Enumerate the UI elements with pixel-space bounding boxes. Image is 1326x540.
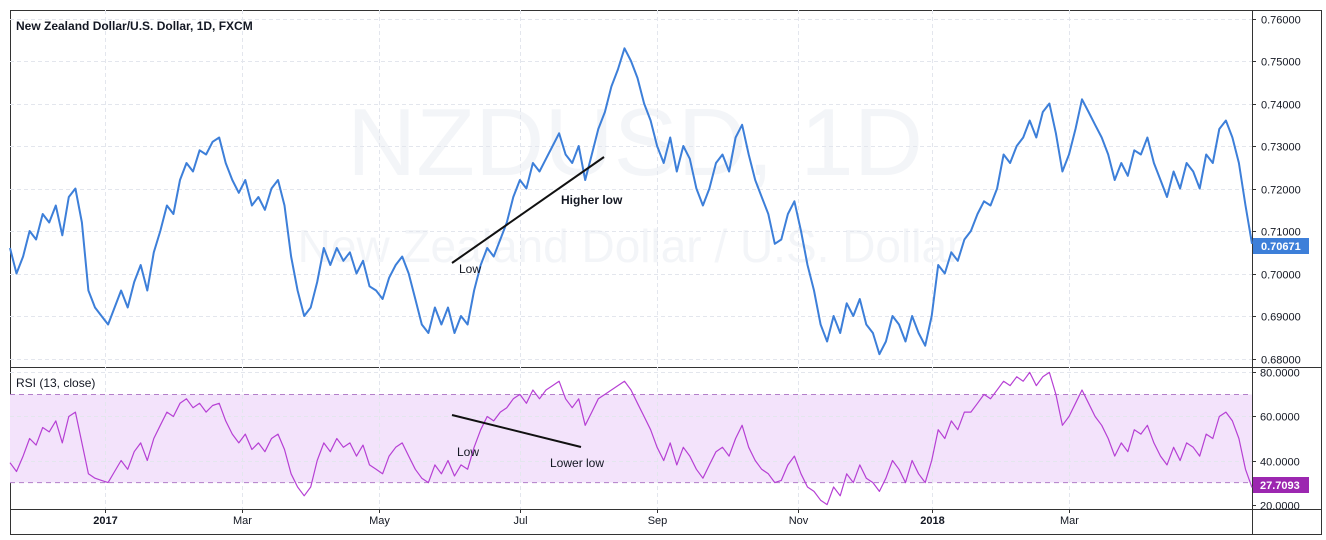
price-line-layer <box>9 47 1253 356</box>
rsi-low-label: Low <box>457 445 479 459</box>
rsi-series-line <box>9 371 1253 506</box>
rsi-tick-label: 20.0000 <box>1260 501 1300 513</box>
time-tick-label: Sep <box>648 515 668 527</box>
time-tick-label: Nov <box>789 515 809 527</box>
price-grid <box>10 19 1252 360</box>
price-last-value: 0.70671 <box>1261 241 1301 253</box>
price-tick-label: 0.71000 <box>1261 227 1301 239</box>
time-tick-label: Jul <box>513 515 527 527</box>
rsi-title: RSI (13, close) <box>16 376 95 390</box>
rsi-line-layer <box>9 371 1253 506</box>
chart-title: New Zealand Dollar/U.S. Dollar, 1D, FXCM <box>16 19 253 33</box>
time-tick-label: 2017 <box>93 515 117 527</box>
time-tick-label: 2018 <box>920 515 944 527</box>
chart-frame <box>10 10 1322 535</box>
watermark-name: New Zealand Dollar / U.S. Dollar <box>298 220 963 272</box>
x-grid <box>105 10 1070 509</box>
rsi-tick-label: 80.0000 <box>1260 368 1300 380</box>
price-tick-label: 0.70000 <box>1261 270 1301 282</box>
price-tick-label: 0.74000 <box>1261 100 1301 112</box>
price-tick-label: 0.72000 <box>1261 185 1301 197</box>
rsi-band-fill <box>10 394 1252 483</box>
rsi-lower-low-label: Lower low <box>550 456 604 470</box>
rsi-tick-label: 40.0000 <box>1260 457 1300 469</box>
time-tick-label: Mar <box>233 515 252 527</box>
rsi-last-badge: 27.7093 <box>1253 477 1309 493</box>
price-series-line <box>9 47 1253 356</box>
price-tick-label: 0.73000 <box>1261 142 1301 154</box>
time-tick-label: May <box>369 515 390 527</box>
price-higher-low-label: Higher low <box>561 193 623 207</box>
price-trendline <box>451 156 605 264</box>
price-low-label: Low <box>459 262 481 276</box>
rsi-last-value: 27.7093 <box>1260 480 1300 492</box>
time-axis: 2017 Mar May Jul Sep Nov 2018 Mar <box>93 509 1079 527</box>
price-last-badge: 0.70671 <box>1253 238 1309 254</box>
price-tick-label: 0.68000 <box>1261 355 1301 367</box>
price-tick-label: 0.69000 <box>1261 312 1301 324</box>
time-tick-label: Mar <box>1060 515 1079 527</box>
watermark-symbol: NZDUSD, 1D <box>347 89 923 196</box>
rsi-axis: 80.0000 60.0000 40.0000 20.0000 <box>1252 368 1300 513</box>
rsi-trendline <box>451 414 582 448</box>
price-tick-label: 0.75000 <box>1261 57 1301 69</box>
price-tick-label: 0.76000 <box>1261 15 1301 27</box>
rsi-band <box>10 393 1252 484</box>
rsi-tick-label: 60.0000 <box>1260 412 1300 424</box>
rsi-grid <box>10 372 1252 462</box>
price-axis: 0.76000 0.75000 0.74000 0.73000 0.72000 0.710… <box>1252 15 1301 367</box>
